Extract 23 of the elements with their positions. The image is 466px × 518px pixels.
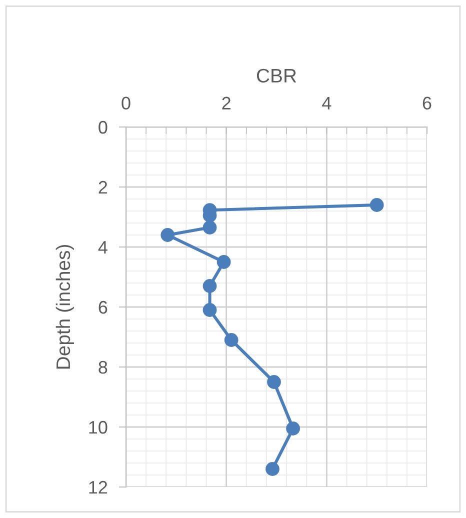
point	[266, 462, 280, 476]
y-axis-title: Depth (inches)	[56, 244, 74, 369]
y-tick-label: 12	[89, 480, 108, 494]
x-tick-label: 0	[122, 96, 130, 110]
y-tick-label: 10	[89, 420, 108, 434]
x-tick-label: 4	[322, 96, 332, 110]
point	[224, 333, 238, 347]
y-tick-label: 8	[98, 360, 108, 374]
x-axis-title: CBR	[256, 68, 296, 83]
x-tick-label: 2	[222, 96, 230, 110]
y-tick-label: 4	[98, 241, 108, 254]
point	[216, 255, 231, 269]
x-tick-label: 6	[422, 96, 432, 110]
y-tick-label: 2	[98, 180, 108, 194]
point	[267, 375, 281, 389]
point	[202, 303, 217, 317]
point	[370, 198, 384, 212]
y-tick-label: 6	[98, 300, 108, 314]
point	[202, 220, 217, 234]
point	[160, 228, 175, 242]
point	[202, 279, 217, 293]
point	[286, 422, 300, 436]
y-tick-label: 0	[98, 120, 108, 134]
